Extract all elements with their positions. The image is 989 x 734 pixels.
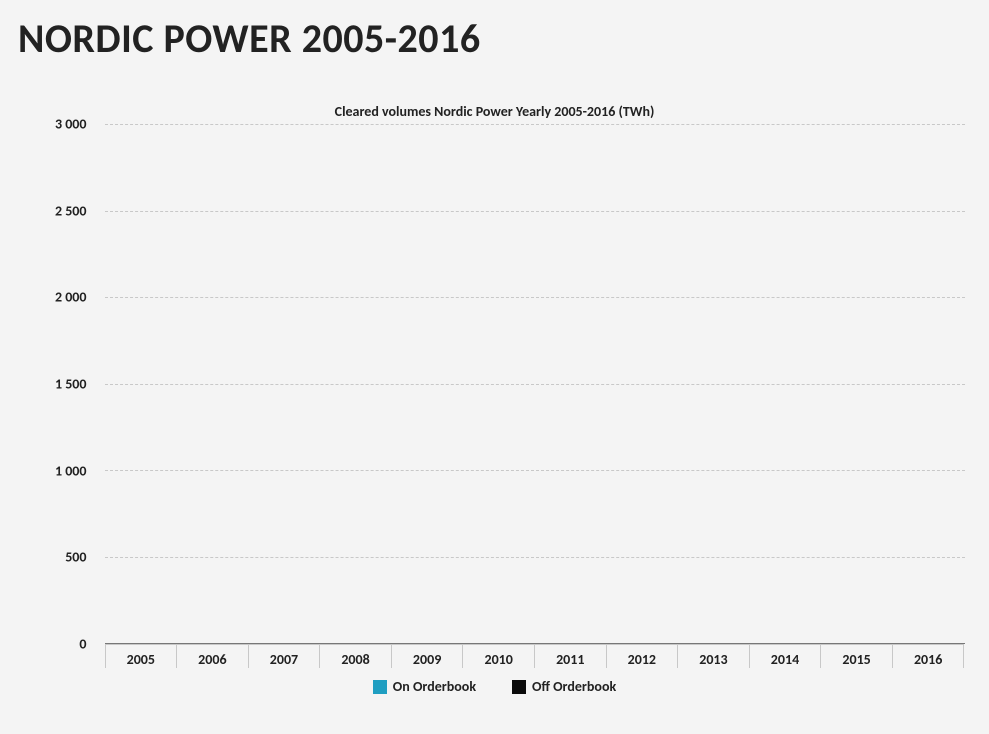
x-tick-label: 2010 bbox=[463, 644, 535, 668]
legend-label: On Orderbook bbox=[393, 678, 476, 695]
y-tick-label: 500 bbox=[65, 549, 86, 566]
y-tick-label: 1 500 bbox=[55, 376, 87, 393]
x-tick-label: 2005 bbox=[105, 644, 178, 668]
y-tick-label: 2 500 bbox=[55, 202, 87, 219]
x-tick-label: 2009 bbox=[392, 644, 464, 668]
x-tick-label: 2007 bbox=[249, 644, 321, 668]
x-axis: 2005200620072008200920102011201220132014… bbox=[25, 644, 965, 668]
gridline bbox=[105, 211, 965, 212]
legend-swatch bbox=[373, 680, 387, 694]
legend-swatch bbox=[512, 680, 526, 694]
page-title: NORDIC POWER 2005-2016 bbox=[18, 14, 971, 63]
legend: On Orderbook Off Orderbook bbox=[25, 678, 965, 695]
y-tick-label: 0 bbox=[79, 636, 86, 653]
x-tick-label: 2011 bbox=[535, 644, 607, 668]
x-tick-label: 2012 bbox=[607, 644, 679, 668]
x-tick-label: 2013 bbox=[678, 644, 750, 668]
gridline bbox=[105, 470, 965, 471]
x-tick-label: 2006 bbox=[177, 644, 249, 668]
legend-label: Off Orderbook bbox=[532, 678, 616, 695]
y-tick-label: 3 000 bbox=[55, 116, 87, 133]
gridline bbox=[105, 557, 965, 558]
x-tick-label: 2016 bbox=[893, 644, 965, 668]
x-tick-label: 2014 bbox=[750, 644, 822, 668]
legend-item: Off Orderbook bbox=[512, 678, 616, 695]
y-tick-label: 1 000 bbox=[55, 462, 87, 479]
y-axis: 05001 0001 5002 0002 5003 000 bbox=[25, 124, 105, 644]
gridline bbox=[105, 384, 965, 385]
plot-area: 05001 0001 5002 0002 5003 000 bbox=[25, 124, 965, 644]
gridline bbox=[105, 124, 965, 125]
plot bbox=[105, 124, 965, 644]
gridline bbox=[105, 297, 965, 298]
chart-title: Cleared volumes Nordic Power Yearly 2005… bbox=[25, 103, 965, 120]
legend-item: On Orderbook bbox=[373, 678, 476, 695]
x-tick-label: 2008 bbox=[320, 644, 392, 668]
chart-container: Cleared volumes Nordic Power Yearly 2005… bbox=[25, 103, 965, 723]
y-tick-label: 2 000 bbox=[55, 289, 87, 306]
x-tick-label: 2015 bbox=[821, 644, 893, 668]
